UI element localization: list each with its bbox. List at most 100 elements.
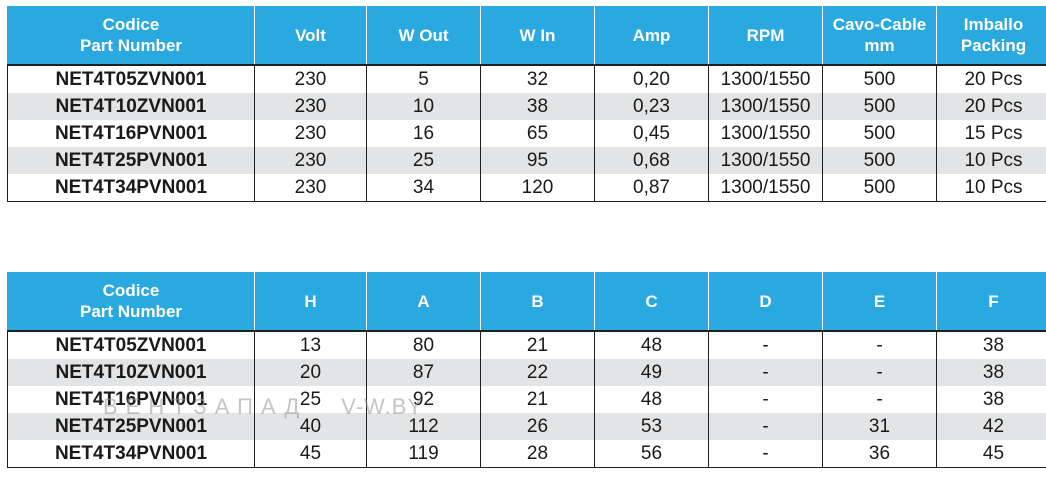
table-cell: 34 [366,174,481,202]
table-row: NET4T34PVN001 45 119 28 56-36 45 [7,440,1046,468]
table-cell: 45 [254,440,367,468]
table-cell: 230 [254,64,367,93]
table-cell: 1300/1550 [708,64,823,93]
header-row: Codice Part Number Volt W Out W In Amp RPM Cavo… [7,6,1046,65]
table-cell: 20 [254,359,367,386]
table-cell: 16 [366,120,481,147]
table-cell: 48 [594,386,709,413]
column-header-label: Cavo-Cable [832,15,927,34]
part-number-cell: NET4T25PVN001 [7,413,255,440]
column-header-label: E [873,291,886,311]
table-cell: 95 [480,147,595,174]
table-cell: 500 [822,120,937,147]
table-cell: - [708,440,823,468]
dimensions-table-body: NET4T05ZVN001 13 80 21 48- -38 NET4T10ZVN001 20… [7,330,1046,468]
table-cell: 38 [936,330,1046,359]
table-cell: 28 [480,440,595,468]
header-row: Codice Part Number H A B C D E F [7,272,1046,331]
part-number-cell: NET4T16PVN001 [7,120,255,147]
specs-table: Codice Part Number Volt W Out W In Amp RPM Cavo… [7,6,1046,202]
table-cell: - [708,330,823,359]
table-cell: 112 [366,413,481,440]
part-number-cell: NET4T34PVN001 [7,174,255,202]
column-header: Imballo Packing [936,6,1046,65]
table-cell: 0,20 [594,64,709,93]
column-header-sublabel: Packing [960,36,1027,55]
column-header: W In [480,6,595,65]
table-cell: 80 [366,330,481,359]
table-cell: 45 [936,440,1046,468]
table-row: NET4T10ZVN001 20 87 22 49- -38 [7,359,1046,386]
column-header-label: H [304,291,317,311]
column-header: W Out [366,6,481,65]
table-cell: 15 Pcs [936,120,1046,147]
table-cell: 56 [594,440,709,468]
table-cell: 20 Pcs [936,93,1046,120]
dimensions-table-header: Codice Part Number H A B C D E F [7,272,1046,331]
table-cell: 22 [480,359,595,386]
column-header: D [708,272,823,331]
part-number-cell: NET4T05ZVN001 [7,330,255,359]
column-header-label: D [759,291,772,311]
table-cell: 25 [366,147,481,174]
table-cell: 500 [822,174,937,202]
table-cell: 49 [594,359,709,386]
column-header: Codice Part Number [7,272,255,331]
table-cell: 92 [366,386,481,413]
specs-table-header: Codice Part Number Volt W Out W In Amp RPM Cavo… [7,6,1046,65]
table-cell: 0,87 [594,174,709,202]
table-cell: 26 [480,413,595,440]
column-header-sublabel: mm [864,36,895,55]
table-cell: 53 [594,413,709,440]
table-cell: - [708,386,823,413]
table-row: NET4T34PVN001 230 34 120 0,87 1300/1550 500 10 … [7,174,1046,202]
table-cell: - [708,359,823,386]
part-number-cell: NET4T10ZVN001 [7,359,255,386]
table-cell: 1300/1550 [708,174,823,202]
table-cell: 230 [254,120,367,147]
column-header: F [936,272,1046,331]
table-cell: 25 [254,386,367,413]
column-header: RPM [708,6,823,65]
table-cell: 13 [254,330,367,359]
table-cell: 10 Pcs [936,174,1046,202]
table-cell: 32 [480,64,595,93]
column-header-label: Codice [102,15,160,34]
column-header-label: Imballo [963,15,1024,34]
table-cell: - [822,330,937,359]
part-number-cell: NET4T10ZVN001 [7,93,255,120]
column-header-label: Amp [632,25,671,45]
table-row: NET4T05ZVN001 13 80 21 48- -38 [7,330,1046,359]
table-cell: 10 Pcs [936,147,1046,174]
specs-table-body: NET4T05ZVN001 230 5 32 0,20 1300/1550 500 20 Pc… [7,64,1046,202]
table-row: NET4T05ZVN001 230 5 32 0,20 1300/1550 500 20 Pc… [7,64,1046,93]
table-cell: 230 [254,147,367,174]
column-header: Volt [254,6,367,65]
table-cell: 10 [366,93,481,120]
part-number-cell: NET4T16PVN001 [7,386,255,413]
column-header-label: Volt [295,25,326,45]
table-cell: 31 [822,413,937,440]
part-number-cell: NET4T34PVN001 [7,440,255,468]
table-cell: 48 [594,330,709,359]
table-cell: 40 [254,413,367,440]
table-cell: 0,23 [594,93,709,120]
table-cell: 21 [480,330,595,359]
table-cell: 119 [366,440,481,468]
column-header-label: C [645,291,658,311]
table-cell: 230 [254,93,367,120]
column-header: Cavo-Cable mm [822,6,937,65]
column-header-label: A [417,291,430,311]
column-header-label: Codice [102,281,160,300]
column-header-label: F [988,291,999,311]
table-cell: 20 Pcs [936,64,1046,93]
table-cell: 1300/1550 [708,120,823,147]
column-header-label: W In [519,25,556,45]
table-cell: 120 [480,174,595,202]
column-header-sublabel: Part Number [79,36,183,55]
table-cell: 38 [480,93,595,120]
column-header-label: B [531,291,544,311]
table-row: NET4T16PVN001 230 16 65 0,45 1300/1550 500 15 P… [7,120,1046,147]
table-cell: 21 [480,386,595,413]
table-row: NET4T25PVN001 40 112 26 53-31 42 [7,413,1046,440]
